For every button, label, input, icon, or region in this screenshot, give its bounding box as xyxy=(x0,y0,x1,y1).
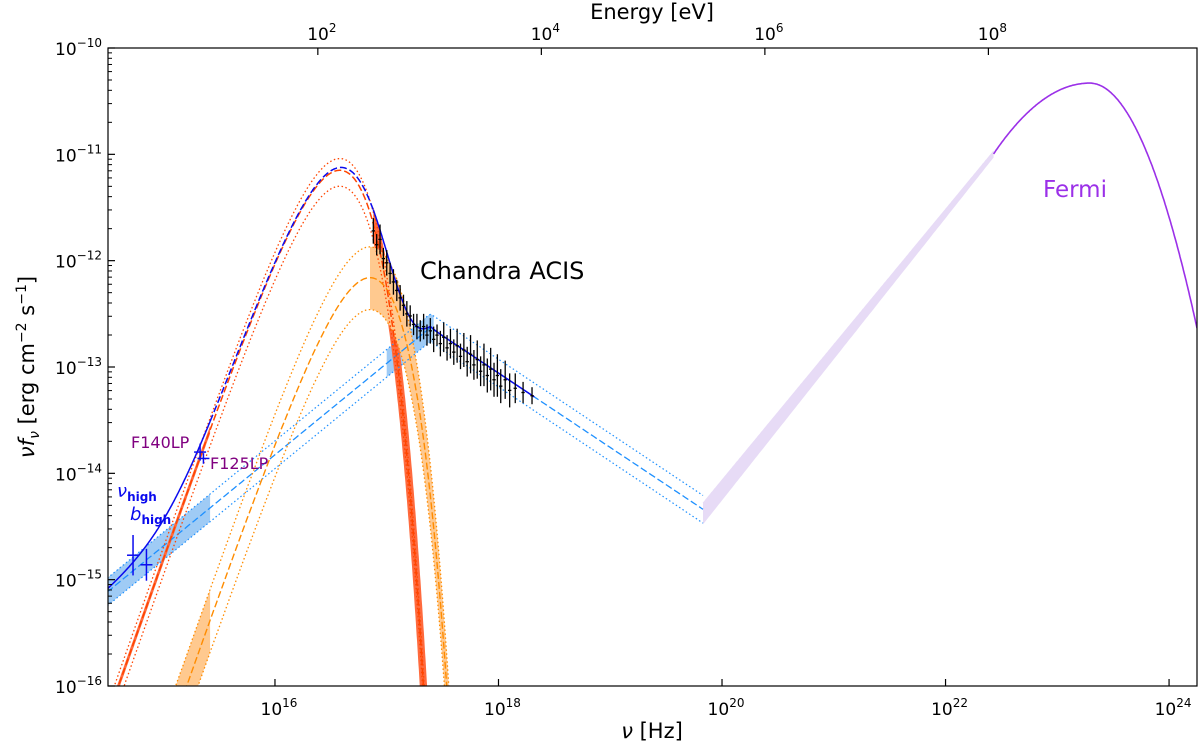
top-tick-label: 102 xyxy=(307,21,336,45)
y-tick-label: 10−15 xyxy=(55,568,102,592)
data-points xyxy=(127,218,534,581)
y-tick-label: 10−12 xyxy=(55,249,102,273)
f140lp-label: F140LP xyxy=(131,433,190,452)
tick-exponent: −15 xyxy=(77,568,102,582)
y-label-nu: ν xyxy=(15,446,39,458)
tick-exponent: −14 xyxy=(77,461,102,475)
tick-exponent: −12 xyxy=(77,249,102,263)
tick-exponent: 4 xyxy=(552,21,560,35)
thermal1-band-xray xyxy=(373,207,428,686)
y-label-b: s xyxy=(15,305,39,323)
x-axis-label: ν [Hz] xyxy=(621,719,683,743)
tick-base: 10 xyxy=(55,359,77,379)
model-bands xyxy=(108,151,994,686)
tick-base: 10 xyxy=(307,25,329,45)
powerlaw-lower-line xyxy=(108,341,704,606)
y-tick-label: 10−11 xyxy=(55,142,102,166)
y-tick-label: 10−10 xyxy=(55,36,102,60)
tick-base: 10 xyxy=(708,700,730,720)
total-model-dashed-line xyxy=(209,166,375,422)
top-tick-label: 106 xyxy=(754,21,783,45)
thermal2-central-line xyxy=(185,277,448,686)
fermi-band xyxy=(703,151,994,525)
top-tick-label: 108 xyxy=(978,21,1007,45)
x-tick-label: 1018 xyxy=(484,696,521,720)
thermal1-band-uv xyxy=(116,425,211,686)
tick-exponent: 8 xyxy=(999,21,1007,35)
tick-exponent: −16 xyxy=(77,674,102,688)
tick-base: 10 xyxy=(1155,700,1177,720)
nu-high-subscript: high xyxy=(127,490,157,504)
total-model-uv-line xyxy=(108,421,211,590)
tick-base: 10 xyxy=(754,25,776,45)
tick-exponent: −11 xyxy=(77,142,102,156)
tick-exponent: 18 xyxy=(506,696,521,710)
tick-exponent: 22 xyxy=(953,696,968,710)
y-label-c: ] xyxy=(15,276,39,284)
tick-base: 10 xyxy=(978,25,1000,45)
x-tick-label: 1024 xyxy=(1155,696,1192,720)
top-axis-label: Energy [eV] xyxy=(590,0,714,24)
fermi-band-edge xyxy=(702,150,994,504)
thermal2-band-uv xyxy=(175,589,211,686)
model-curves xyxy=(108,82,1197,686)
fermi-label: Fermi xyxy=(1043,177,1107,203)
thermal2-lower-line xyxy=(197,308,446,686)
nu-high-symbol: ν xyxy=(117,481,127,502)
plot-frame xyxy=(107,47,1198,687)
tick-base: 10 xyxy=(55,572,77,592)
x-axis-label-nu: ν xyxy=(621,719,633,743)
powerlaw-upper-line xyxy=(108,313,704,579)
y-tick-label: 10−13 xyxy=(55,355,102,379)
tick-base: 10 xyxy=(55,146,77,166)
x-tick-label: 1020 xyxy=(708,696,745,720)
y-tick-label: 10−16 xyxy=(55,674,102,698)
y-tick-label: 10−14 xyxy=(55,461,102,485)
b-high-subscript: high xyxy=(141,513,171,527)
thermal1-lower-line xyxy=(123,185,424,686)
tick-exponent: 6 xyxy=(776,21,784,35)
powerlaw-central-line xyxy=(108,327,704,593)
tick-base: 10 xyxy=(55,40,77,60)
tick-base: 10 xyxy=(55,465,77,485)
tick-exponent: 24 xyxy=(1176,696,1191,710)
y-label-sup1: −2 xyxy=(14,322,30,343)
chandra-label: Chandra ACIS xyxy=(420,257,584,285)
tick-base: 10 xyxy=(531,25,553,45)
tick-base: 10 xyxy=(931,700,953,720)
fermi-curve xyxy=(992,82,1197,329)
y-axis-label: νfν [erg cm−2 s−1] xyxy=(14,276,43,458)
y-label-f: f xyxy=(15,435,39,446)
top-tick-label: 104 xyxy=(531,21,560,45)
b-high-label: bhigh xyxy=(130,504,171,527)
tick-exponent: 16 xyxy=(282,696,297,710)
thermal2-band-xray xyxy=(370,246,449,686)
y-label-sup2: −1 xyxy=(14,284,30,305)
tick-exponent: 2 xyxy=(329,21,337,35)
y-label-sub: ν xyxy=(27,431,43,439)
tick-exponent: −13 xyxy=(77,355,102,369)
x-tick-label: 1016 xyxy=(261,696,298,720)
tick-exponent: 20 xyxy=(729,696,744,710)
tick-base: 10 xyxy=(261,700,283,720)
tick-base: 10 xyxy=(55,253,77,273)
b-high-symbol: b xyxy=(130,504,141,525)
f125lp-label: F125LP xyxy=(210,454,269,473)
tick-base: 10 xyxy=(484,700,506,720)
tick-base: 10 xyxy=(55,678,77,698)
x-tick-label: 1022 xyxy=(931,696,968,720)
x-axis-label-unit: [Hz] xyxy=(633,719,683,743)
tick-exponent: −10 xyxy=(77,36,102,50)
nu-high-label: νhigh xyxy=(117,481,157,504)
y-label-a: [erg cm xyxy=(15,343,39,431)
